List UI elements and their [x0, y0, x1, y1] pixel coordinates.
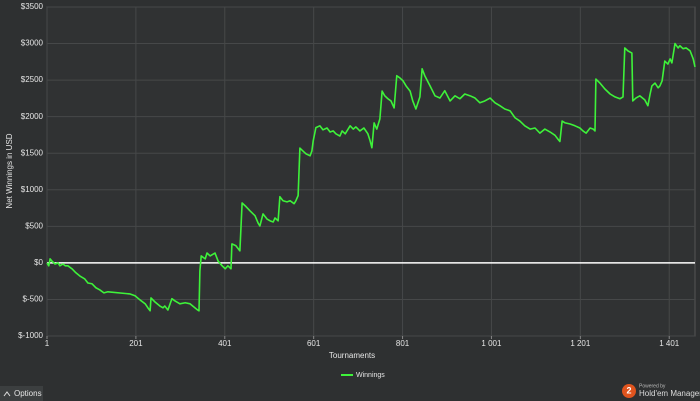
y-tick-label: $500 [25, 221, 43, 230]
powered-by: Powered by [639, 383, 666, 389]
logo-badge [622, 384, 636, 398]
y-tick-label: $1000 [21, 185, 44, 194]
x-tick-label: 1 401 [659, 339, 680, 348]
y-tick-label: $3500 [21, 2, 44, 11]
x-tick-label: 801 [396, 339, 410, 348]
options-label[interactable]: Options [14, 389, 42, 398]
y-tick-label: $-500 [23, 295, 44, 304]
y-tick-label: $3000 [21, 39, 44, 48]
plot-area [46, 6, 696, 337]
y-tick-label: $-1000 [18, 331, 43, 340]
logo-mark: 2 [626, 385, 631, 395]
logo: 2 Powered by Hold'em Manager [622, 383, 700, 398]
y-tick-label: $1500 [21, 148, 44, 157]
y-tick-label: $0 [34, 258, 43, 267]
brand: Hold'em Manager [639, 389, 700, 398]
y-tick-label: $2500 [21, 75, 44, 84]
x-tick-label: 401 [218, 339, 232, 348]
x-tick-label: 1 [45, 339, 50, 348]
x-tick-label: 201 [129, 339, 143, 348]
caret-icon[interactable] [3, 391, 11, 397]
options-button[interactable]: Options [0, 386, 43, 401]
y-tick-label: $2000 [21, 112, 44, 121]
x-tick-label: 601 [307, 339, 321, 348]
legend-label: Winnings [356, 372, 385, 379]
x-tick-label: 1 201 [570, 339, 591, 348]
options-bg[interactable] [0, 386, 43, 401]
y-axis-title: Net Winnings in USD [5, 133, 14, 208]
x-axis-title: Tournaments [329, 351, 375, 360]
series-line [46, 42, 696, 312]
x-tick-label: 1 001 [481, 339, 502, 348]
